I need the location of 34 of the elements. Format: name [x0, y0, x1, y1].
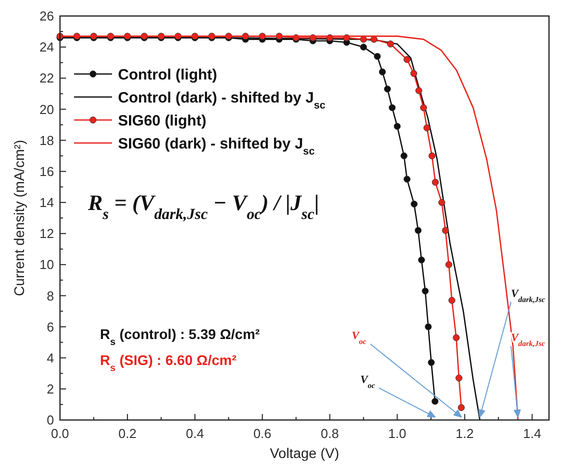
y-tick-label: 18 [40, 132, 54, 148]
y-tick-label: 12 [40, 226, 54, 242]
legend-label: Control (dark) - shifted by J$_{sc}$ [118, 89, 326, 112]
y-tick-label: 0 [46, 412, 54, 428]
annotation: V$_{oc}$ [352, 330, 367, 346]
y-tick-label: 10 [40, 257, 54, 272]
y-tick-label: 22 [40, 70, 54, 86]
y-tick-label: 6 [46, 319, 54, 334]
y-tick-label: 24 [40, 40, 54, 55]
y-tick-label: 16 [40, 164, 54, 179]
y-tick-label: 20 [40, 102, 54, 117]
y-tick-label: 8 [46, 288, 54, 304]
annotation: R$_{s}$ (SIG) : 6.60 Ω/cm² [100, 352, 237, 374]
y-tick-label: 2 [46, 381, 54, 396]
x-tick-label: 1.4 [523, 426, 542, 441]
y-axis-title: Current density (mA/cm²) [11, 140, 27, 296]
legend-label: SIG60 (dark) - shifted by J$_{sc}$ [118, 135, 315, 158]
x-tick-label: 0.8 [320, 426, 339, 441]
annotation: V$_{dark,Jsc}$ [510, 288, 546, 304]
legend-label: SIG60 (light) [118, 112, 206, 130]
y-tick-label: 4 [46, 350, 54, 366]
annotation: V$_{oc}$ [360, 374, 376, 390]
y-tick-label: 14 [40, 195, 54, 210]
x-tick-label: 1.0 [388, 426, 406, 441]
x-tick-label: 0.0 [50, 426, 70, 441]
x-tick-label: 1.2 [456, 426, 474, 441]
x-axis-title: Voltage (V) [270, 445, 340, 461]
y-tick-label: 26 [40, 8, 54, 24]
text: R$_{s}$ = (V$_{dark,Jsc}$ − V$_{oc}$) / |J$_{sc}$| [88, 190, 320, 223]
annotation: R$_{s}$ (control) : 5.39 Ω/cm² [100, 326, 260, 348]
x-tick-label: 0.2 [118, 426, 136, 441]
x-tick-label: 0.6 [253, 426, 272, 441]
legend-label: Control (light) [118, 66, 218, 84]
x-tick-label: 0.4 [186, 426, 204, 441]
